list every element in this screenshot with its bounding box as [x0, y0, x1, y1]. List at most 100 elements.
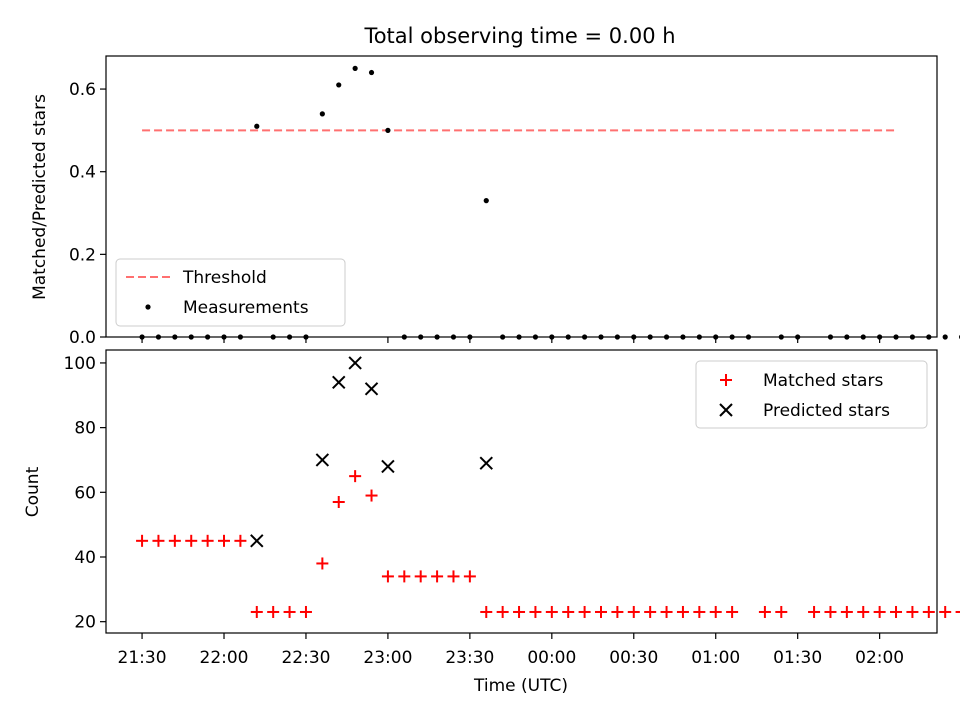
matched-star-point [693, 605, 706, 618]
matched-star-point [611, 605, 624, 618]
matched-star-point [447, 570, 460, 583]
matched-star-point [250, 605, 263, 618]
matched-star-point [857, 605, 870, 618]
bottom-y-tick-label: 60 [74, 483, 96, 503]
top-legend-box [115, 258, 346, 327]
measurement-point [483, 198, 489, 204]
predicted-star-point [479, 456, 493, 470]
matched-star-point [168, 534, 181, 547]
matched-star-point [218, 534, 231, 547]
measurement-point [385, 127, 391, 133]
matched-star-point [955, 610, 960, 613]
measurement-point [352, 65, 358, 71]
legend-matched-swatch [720, 374, 732, 386]
matched-star-point [775, 605, 788, 618]
bottom-y-tick-label: 80 [74, 419, 96, 439]
matched-star-point [316, 557, 329, 570]
matched-star-point [349, 470, 362, 483]
bottom-x-tick-label: 00:00 [527, 648, 576, 668]
matched-star-point [463, 570, 476, 583]
bottom-x-axis-label: Time (UTC) [473, 676, 568, 696]
matched-star-point [545, 605, 558, 618]
predicted-star-point [315, 453, 330, 467]
bottom-y-tick-label: 40 [74, 548, 96, 568]
top-y-tick-label: 0.4 [69, 163, 96, 183]
top-y-ticks: 0.0 0.2 0.4 0.6 [69, 80, 106, 348]
matched-star-point [578, 605, 591, 618]
matched-star-point [922, 605, 935, 618]
top-y-tick-label: 0.6 [69, 80, 96, 100]
bottom-y-ticks: 20 40 60 80 100 [64, 354, 106, 633]
matched-star-point [513, 605, 526, 618]
matched-star-point [873, 605, 886, 618]
predicted-star-point [348, 356, 362, 370]
measurement-point [254, 123, 260, 129]
matched-star-point [332, 496, 345, 509]
bottom-axes-frame [105, 349, 938, 634]
top-y-axis-label: Matched/Predicted stars [30, 94, 50, 300]
matched-star-point [283, 605, 296, 618]
predicted-star-point [250, 534, 264, 548]
bottom-x-tick-label: 02:00 [855, 648, 904, 668]
bottom-x-tick-label: 23:30 [445, 648, 494, 668]
predicted-star-point [364, 382, 379, 396]
matched-star-point [824, 605, 837, 618]
bottom-x-tick-label: 23:00 [363, 648, 412, 668]
top-panel: 0.0 0.2 0.4 0.6 Matched/Predicted stars Thr… [30, 55, 960, 348]
bottom-y-axis-label: Count [23, 466, 43, 517]
matched-star-point [627, 605, 640, 618]
matched-star-point [398, 570, 411, 583]
matched-star-point [890, 605, 903, 618]
bottom-x-tick-label: 22:00 [200, 648, 249, 668]
top-legend: Threshold Measurements [115, 258, 346, 327]
matched-star-point [594, 605, 607, 618]
bottom-legend: Matched stars Predicted stars [695, 360, 928, 429]
bottom-x-tick-label: 00:30 [609, 648, 658, 668]
matched-star-point [480, 605, 493, 618]
legend-threshold-label: Threshold [182, 268, 267, 288]
measurement-point [368, 69, 375, 76]
matched-star-point [201, 534, 214, 547]
matched-star-point [906, 605, 919, 618]
bottom-x-tick-label: 22:30 [281, 648, 330, 668]
measurement-point [319, 111, 325, 117]
matched-star-point [529, 605, 542, 618]
bottom-x-tick-label: 21:30 [118, 648, 167, 668]
predicted-star-point [332, 375, 346, 390]
legend-predicted-label: Predicted stars [763, 401, 890, 421]
matched-star-point [939, 605, 952, 618]
bottom-x-tick-label: 01:30 [773, 648, 822, 668]
top-y-tick-label: 0.2 [69, 245, 96, 265]
measurement-point [942, 334, 948, 340]
matched-star-point [726, 605, 739, 618]
legend-predicted-swatch [719, 403, 733, 417]
matched-star-point [709, 605, 722, 618]
top-axes-frame [105, 55, 938, 338]
bottom-x-tick-label: 01:00 [691, 648, 740, 668]
bottom-y-tick-label: 20 [74, 613, 96, 633]
bottom-marks [136, 356, 960, 618]
legend-matched-label: Matched stars [763, 371, 883, 391]
predicted-star-point [381, 459, 395, 474]
matched-star-point [136, 534, 149, 547]
matched-star-point [660, 605, 673, 618]
bottom-y-tick-label: 100 [64, 354, 96, 374]
matched-star-point [152, 534, 165, 547]
matched-star-point [267, 605, 280, 618]
matched-star-point [234, 534, 247, 547]
matched-star-point [562, 605, 575, 618]
matched-star-point [644, 605, 657, 618]
matched-star-point [185, 534, 198, 547]
matched-star-point [758, 605, 771, 618]
matched-star-point [381, 570, 394, 583]
matched-star-point [496, 605, 509, 618]
matched-star-point [431, 570, 444, 583]
bottom-legend-box [695, 360, 928, 429]
bottom-panel: 20 40 60 80 100 21:30 22:00 22:30 23:00 23:30 00:… [23, 349, 960, 696]
measurement-point [336, 82, 342, 88]
legend-measurements-swatch [145, 304, 151, 310]
top-y-tick-label: 0.0 [69, 328, 96, 348]
legend-measurements-label: Measurements [183, 298, 309, 318]
top-x-ticks [141, 337, 881, 343]
